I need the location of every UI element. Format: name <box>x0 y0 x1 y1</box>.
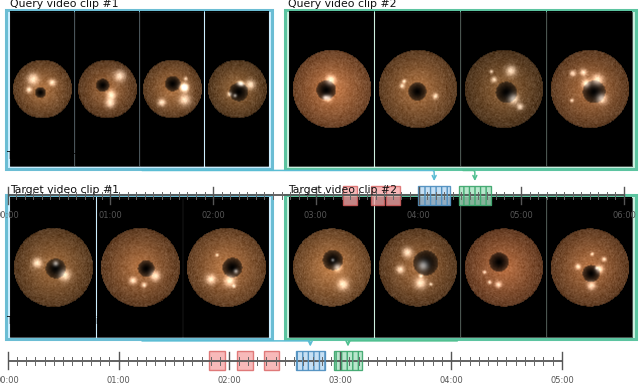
Text: screening: screening <box>56 316 112 326</box>
Bar <box>459 186 491 205</box>
Bar <box>547 12 632 166</box>
Text: 02:00: 02:00 <box>218 376 241 383</box>
Bar <box>10 198 95 337</box>
Bar <box>296 351 324 370</box>
Text: The 2: The 2 <box>6 316 37 326</box>
Bar <box>333 351 362 370</box>
Text: 01:00: 01:00 <box>107 376 131 383</box>
Text: 04:00: 04:00 <box>439 376 463 383</box>
Bar <box>6 195 272 339</box>
Bar <box>333 351 362 370</box>
Text: 02:00: 02:00 <box>201 211 225 219</box>
Text: nd: nd <box>47 313 56 319</box>
Bar <box>461 12 545 166</box>
Text: The 1: The 1 <box>6 151 37 161</box>
Text: Query video clip #1: Query video clip #1 <box>10 0 118 9</box>
Bar <box>140 12 204 166</box>
Text: 00:00: 00:00 <box>0 376 20 383</box>
Bar <box>289 198 374 337</box>
Text: 05:00: 05:00 <box>509 211 533 219</box>
Text: Target video clip #2: Target video clip #2 <box>288 185 397 195</box>
Text: 06:00: 06:00 <box>612 211 636 219</box>
Text: 01:00: 01:00 <box>99 211 122 219</box>
Bar <box>6 10 272 169</box>
Bar <box>375 198 460 337</box>
Text: Target video clip #1: Target video clip #1 <box>10 185 118 195</box>
Bar <box>10 12 74 166</box>
Bar <box>97 198 182 337</box>
Bar <box>343 186 356 205</box>
Bar <box>386 186 399 205</box>
Bar <box>209 351 225 370</box>
Bar <box>418 186 450 205</box>
Text: Query video clip #2: Query video clip #2 <box>288 0 397 9</box>
Text: 05:00: 05:00 <box>550 376 574 383</box>
Bar <box>375 12 460 166</box>
Text: screening: screening <box>56 151 112 161</box>
Bar <box>183 198 268 337</box>
Text: st: st <box>47 148 53 154</box>
Text: 03:00: 03:00 <box>328 376 352 383</box>
Bar <box>296 351 324 370</box>
Bar <box>205 12 268 166</box>
Bar <box>461 198 545 337</box>
Bar <box>75 12 138 166</box>
Bar <box>459 186 491 205</box>
Bar <box>237 351 253 370</box>
Text: 03:00: 03:00 <box>304 211 328 219</box>
Bar <box>264 351 279 370</box>
Text: 04:00: 04:00 <box>406 211 431 219</box>
Bar <box>289 12 374 166</box>
Bar <box>418 186 450 205</box>
Bar <box>285 10 636 169</box>
Bar <box>547 198 632 337</box>
Text: 00:00: 00:00 <box>0 211 20 219</box>
Bar <box>371 186 384 205</box>
Bar <box>285 195 636 339</box>
